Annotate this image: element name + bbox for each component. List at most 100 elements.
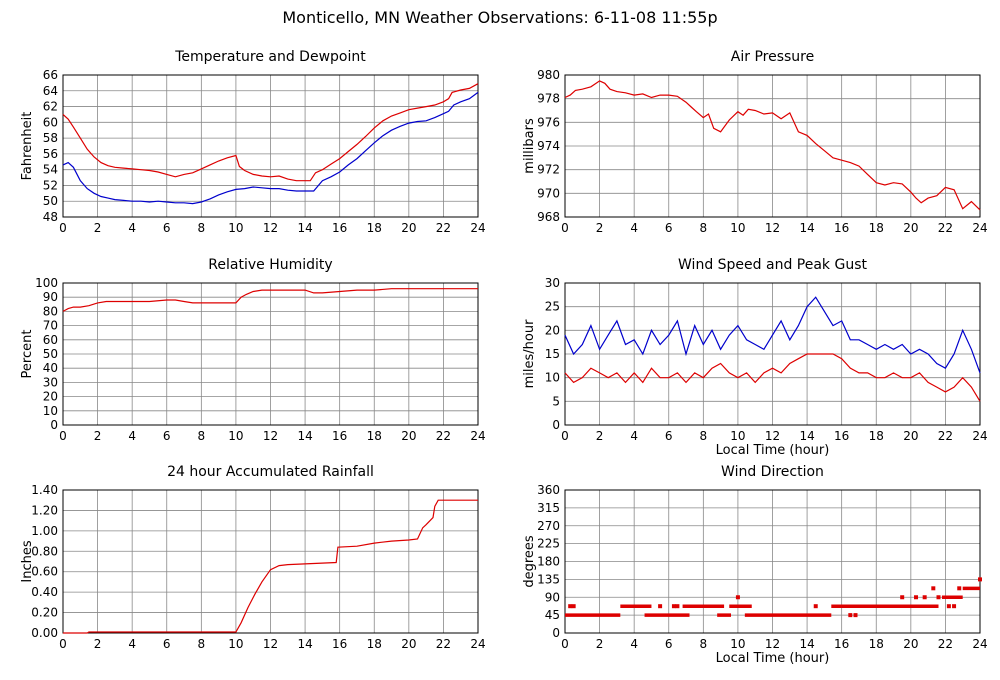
x-tick-label: 22 <box>436 637 451 651</box>
x-tick-label: 18 <box>869 637 884 651</box>
x-tick-label: 0 <box>59 221 67 235</box>
x-tick-label: 8 <box>198 429 206 443</box>
x-tick-label: 20 <box>903 637 918 651</box>
wind-direction-point <box>671 604 676 609</box>
y-tick-label: 974 <box>537 139 560 153</box>
x-tick-label: 6 <box>665 429 673 443</box>
y-tick-label: 1.00 <box>31 524 58 538</box>
x-tick-label: 16 <box>834 637 849 651</box>
x-tick-label: 22 <box>938 637 953 651</box>
x-tick-label: 18 <box>869 429 884 443</box>
x-tick-label: 4 <box>630 221 638 235</box>
x-tick-label: 14 <box>297 637 312 651</box>
y-tick-label: 5 <box>552 394 560 408</box>
x-tick-label: 24 <box>972 429 987 443</box>
x-tick-label: 18 <box>367 637 382 651</box>
humidity-series-0-line <box>62 288 478 312</box>
y-tick-label: 40 <box>43 361 58 375</box>
y-tick-label: 135 <box>537 572 560 586</box>
x-tick-label: 6 <box>665 637 673 651</box>
x-tick-label: 10 <box>228 429 243 443</box>
x-tick-label: 6 <box>665 221 673 235</box>
x-tick-label: 14 <box>297 429 312 443</box>
y-axis-label: miles/hour <box>522 319 537 388</box>
y-tick-label: 0 <box>50 418 58 432</box>
y-axis-label: Inches <box>20 540 35 582</box>
plot-frame <box>564 74 981 218</box>
x-tick-label: 10 <box>730 637 745 651</box>
y-tick-label: 968 <box>537 210 560 224</box>
y-tick-label: 56 <box>43 147 58 161</box>
x-tick-label: 0 <box>561 429 569 443</box>
x-tick-label: 12 <box>263 429 278 443</box>
x-tick-label: 4 <box>630 637 638 651</box>
x-tick-label: 12 <box>765 637 780 651</box>
wind-series-0-line <box>564 296 981 374</box>
y-tick-label: 270 <box>537 519 560 533</box>
y-tick-label: 66 <box>43 68 58 82</box>
chart-title: Relative Humidity <box>208 257 332 273</box>
x-tick-label: 8 <box>700 429 708 443</box>
x-tick-label: 6 <box>163 221 171 235</box>
wind-direction-point <box>848 613 853 618</box>
y-tick-label: 52 <box>43 178 58 192</box>
x-tick-label: 22 <box>436 221 451 235</box>
x-tick-label: 20 <box>401 637 416 651</box>
plot-frame <box>62 489 479 634</box>
x-tick-label: 18 <box>367 221 382 235</box>
y-tick-label: 980 <box>537 68 560 82</box>
x-tick-label: 4 <box>128 429 136 443</box>
x-tick-label: 12 <box>765 221 780 235</box>
chart-title: Temperature and Dewpoint <box>174 49 366 65</box>
x-tick-label: 16 <box>834 429 849 443</box>
y-tick-label: 1.20 <box>31 503 58 517</box>
y-tick-label: 976 <box>537 115 560 129</box>
x-tick-label: 14 <box>799 429 814 443</box>
y-tick-label: 0.60 <box>31 565 58 579</box>
x-tick-label: 2 <box>596 429 604 443</box>
x-tick-label: 8 <box>198 637 206 651</box>
x-tick-label: 10 <box>228 637 243 651</box>
x-tick-label: 14 <box>799 637 814 651</box>
x-tick-label: 0 <box>561 221 569 235</box>
y-tick-label: 25 <box>545 300 560 314</box>
x-tick-label: 16 <box>332 221 347 235</box>
x-tick-label: 2 <box>94 221 102 235</box>
y-tick-label: 50 <box>43 194 58 208</box>
wind-direction-point <box>952 604 957 609</box>
x-tick-label: 24 <box>470 637 485 651</box>
wind-direction-point <box>914 595 919 600</box>
x-tick-label: 10 <box>730 221 745 235</box>
y-tick-label: 0 <box>552 626 560 640</box>
plot-frame <box>564 282 981 426</box>
x-tick-label: 12 <box>263 221 278 235</box>
y-tick-label: 360 <box>537 483 560 497</box>
x-tick-label: 2 <box>94 429 102 443</box>
wind-direction-point <box>813 604 818 609</box>
x-tick-label: 16 <box>332 429 347 443</box>
y-tick-label: 64 <box>43 84 58 98</box>
x-tick-label: 0 <box>59 429 67 443</box>
y-tick-label: 60 <box>43 333 58 347</box>
x-tick-label: 18 <box>367 429 382 443</box>
x-tick-label: 24 <box>470 221 485 235</box>
x-tick-label: 24 <box>972 637 987 651</box>
chart-title: 24 hour Accumulated Rainfall <box>167 464 374 480</box>
x-tick-label: 20 <box>401 221 416 235</box>
x-tick-label: 6 <box>163 637 171 651</box>
wind-direction-point <box>735 595 740 600</box>
x-axis-label: Local Time (hour) <box>716 651 830 666</box>
y-tick-label: 70 <box>43 319 58 333</box>
y-tick-label: 15 <box>545 347 560 361</box>
y-tick-label: 100 <box>35 276 58 290</box>
wind-direction-point <box>658 604 663 609</box>
x-tick-label: 10 <box>730 429 745 443</box>
x-tick-label: 8 <box>700 637 708 651</box>
y-tick-label: 1.40 <box>31 483 58 497</box>
x-tick-label: 12 <box>765 429 780 443</box>
x-tick-label: 2 <box>596 637 604 651</box>
wind-direction-point <box>675 604 680 609</box>
